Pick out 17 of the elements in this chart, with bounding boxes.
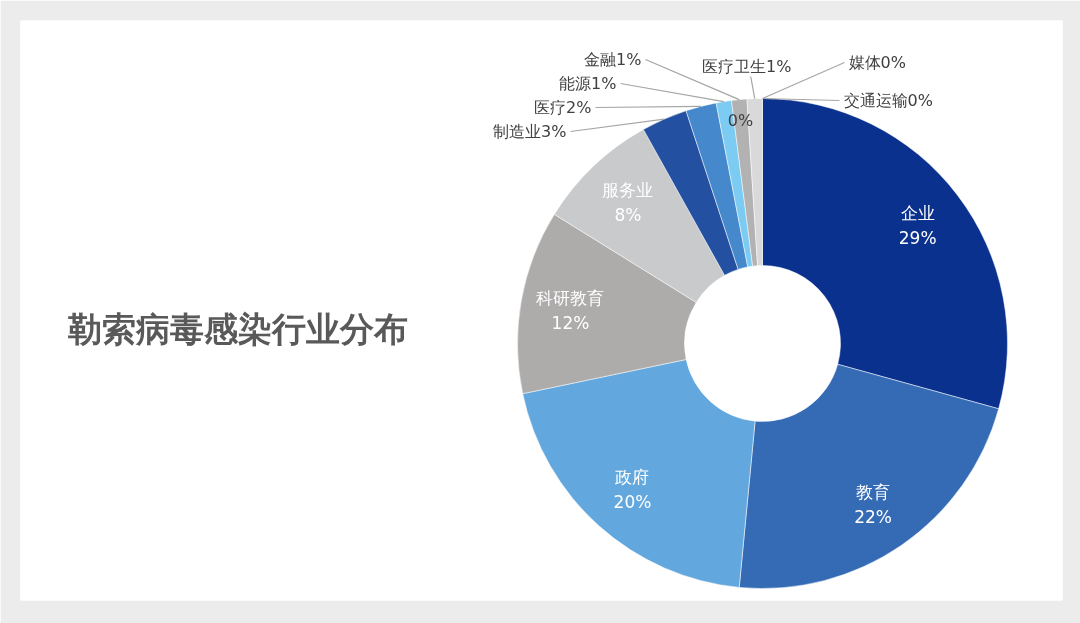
text: 0% <box>727 111 754 130</box>
data-label: 22% <box>854 507 892 528</box>
slice-label: 制造业3% <box>493 122 567 141</box>
slice-label: 科研教育 <box>536 287 605 308</box>
slice-label: 医疗2% <box>534 98 592 117</box>
data-label: 12% <box>551 312 590 333</box>
data-label: 29% <box>898 228 937 249</box>
text: 勒索病毒感染行业分布 <box>67 308 408 349</box>
slice-label: 企业 <box>900 203 935 224</box>
slice-label: 能源1% <box>559 74 617 93</box>
slice-label: 医疗卫生1% <box>702 57 792 76</box>
slice-label: 政府 <box>615 466 650 487</box>
data-label: 20% <box>613 491 652 512</box>
slice-label: 金融1% <box>584 50 642 69</box>
category-label: 媒体0% <box>848 53 906 72</box>
slice-label: 教育 <box>856 482 891 503</box>
legend-label: 交通运输0% <box>843 91 933 110</box>
